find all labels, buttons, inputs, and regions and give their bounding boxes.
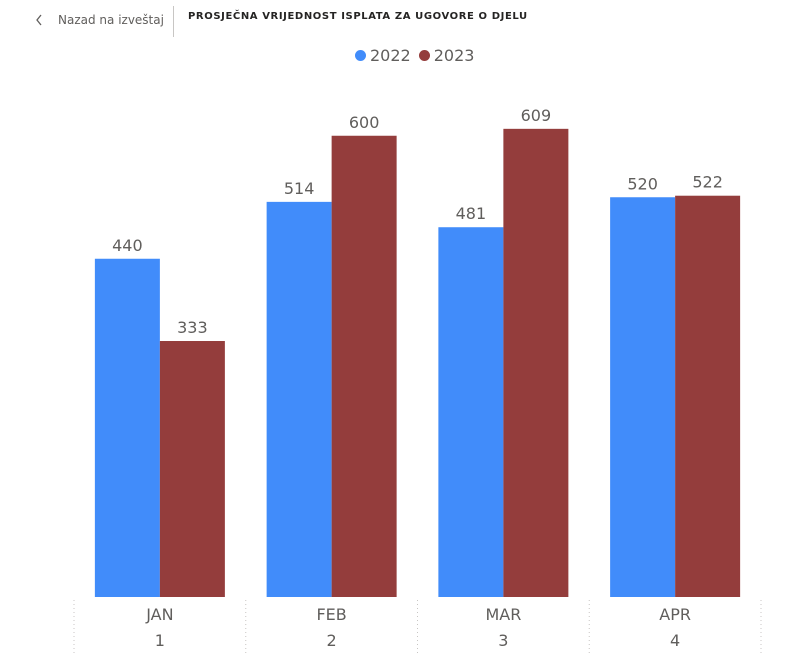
data-label-2022-mar: 481 [456, 204, 487, 223]
bar-2023-jan[interactable] [159, 341, 225, 597]
x-tick-number-1: 1 [155, 631, 165, 650]
legend-marker-2023 [418, 50, 430, 61]
x-tick-number-4: 4 [670, 631, 680, 650]
bar-2022-apr[interactable] [610, 197, 676, 597]
bar-2023-apr[interactable] [675, 195, 741, 597]
legend-item-2022[interactable]: 2022 [355, 46, 411, 65]
data-label-2022-feb: 514 [284, 179, 315, 198]
bar-2023-mar[interactable] [503, 128, 569, 598]
data-label-2023-mar: 609 [521, 106, 552, 125]
legend-label-2023: 2023 [433, 46, 475, 65]
x-tick-label-apr: APR [659, 605, 691, 624]
bar-2022-feb[interactable] [266, 201, 332, 598]
chart-legend: 2022 2023 [355, 46, 482, 65]
report-title: PROSJEČNA VRIJEDNOST ISPLATA ZA UGOVORE … [188, 11, 528, 22]
legend-item-2023[interactable]: 2023 [418, 46, 475, 65]
data-label-2022-apr: 520 [627, 174, 658, 193]
x-tick-label-feb: FEB [316, 605, 346, 624]
legend-label-2022: 2022 [370, 46, 411, 65]
divider [173, 6, 174, 37]
x-tick-label-mar: MAR [485, 605, 521, 624]
legend-marker-2022 [355, 50, 366, 61]
bar-2023-feb[interactable] [331, 135, 397, 597]
bar-2022-mar[interactable] [438, 227, 504, 597]
bar-2022-jan[interactable] [94, 258, 160, 597]
back-to-report-button[interactable]: Nazad na izveštaj [34, 10, 164, 30]
x-tick-number-3: 3 [498, 631, 508, 650]
data-label-2023-jan: 333 [177, 318, 208, 337]
data-label-2023-feb: 600 [349, 113, 380, 132]
x-tick-number-2: 2 [327, 631, 337, 650]
data-label-2023-apr: 522 [692, 173, 723, 192]
back-label: Nazad na izveštaj [58, 13, 164, 27]
top-bar: Nazad na izveštaj PROSJEČNA VRIJEDNOST I… [0, 0, 795, 38]
chevron-left-icon [34, 12, 46, 28]
data-label-2022-jan: 440 [112, 236, 143, 255]
x-tick-label-jan: JAN [145, 605, 173, 624]
